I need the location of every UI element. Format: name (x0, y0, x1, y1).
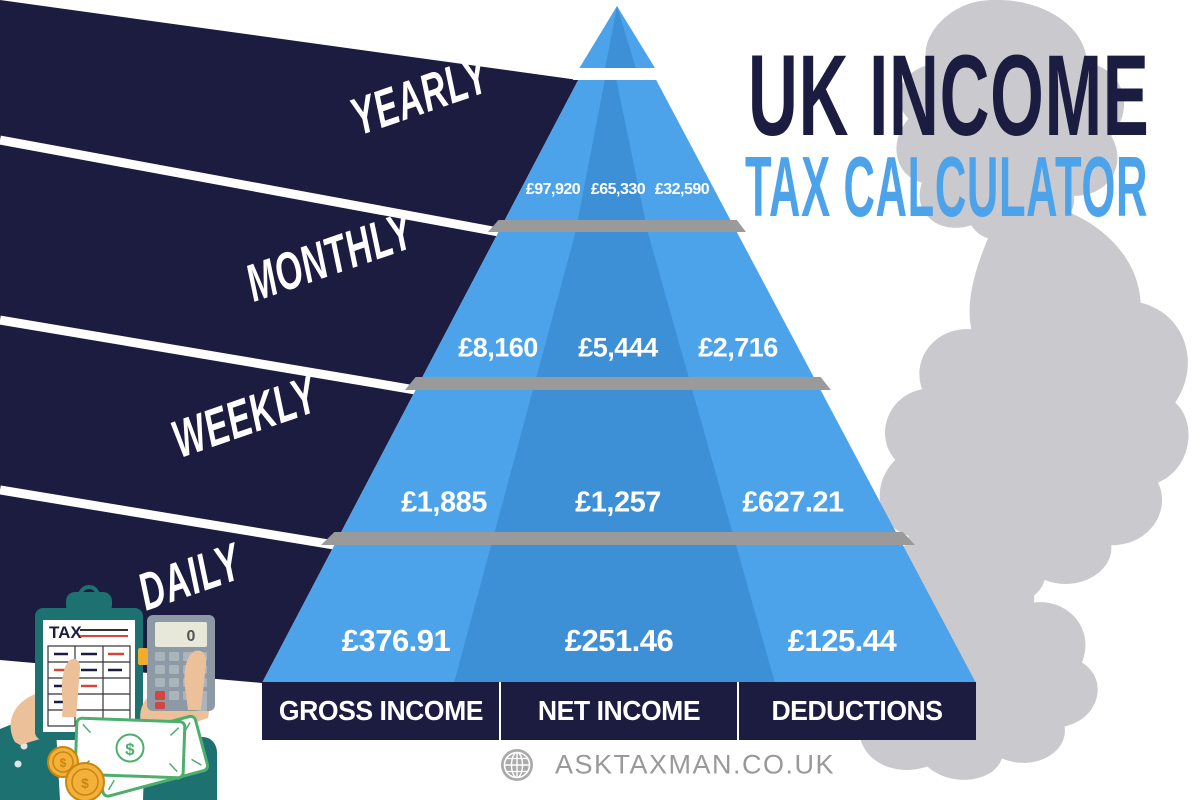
svg-text:$: $ (125, 740, 136, 759)
svg-text:TAX: TAX (49, 623, 82, 642)
svg-text:$: $ (81, 775, 89, 791)
svg-text:0: 0 (187, 628, 196, 645)
svg-text:$: $ (60, 756, 67, 770)
